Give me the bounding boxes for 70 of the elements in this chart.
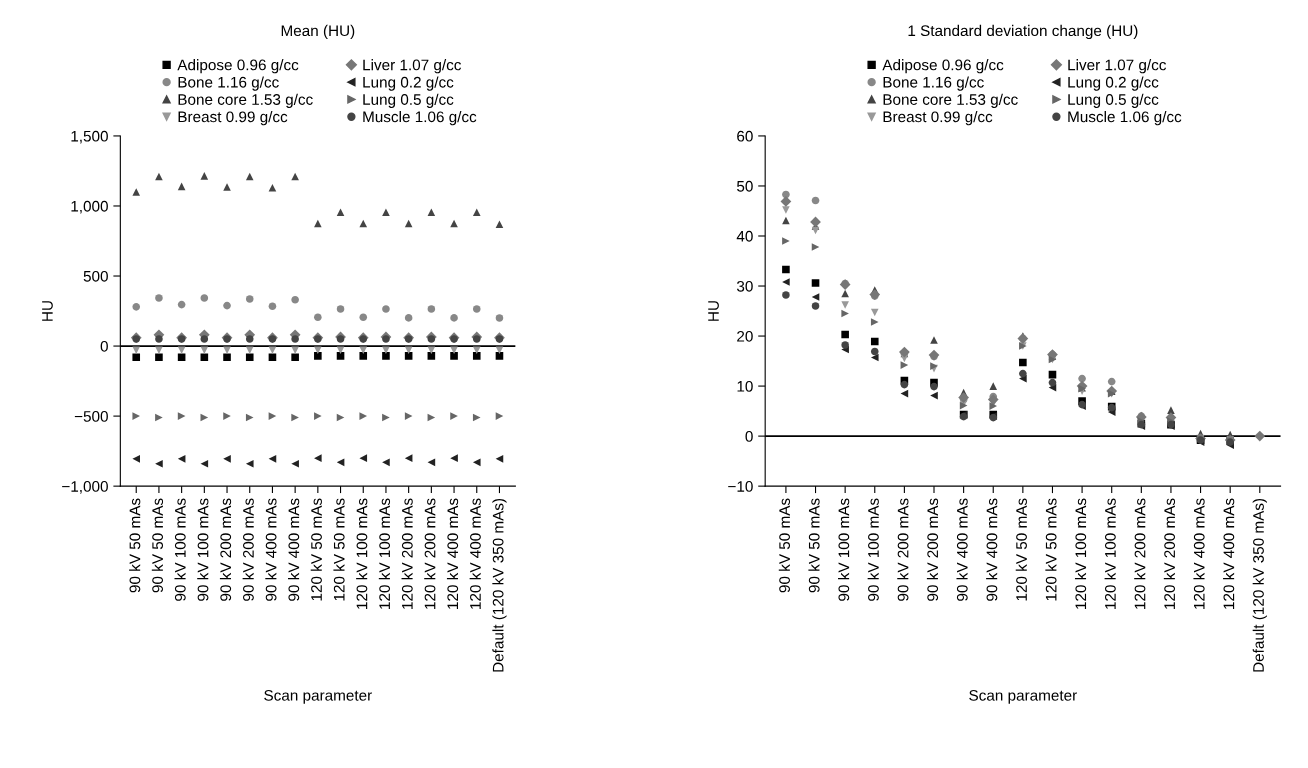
y-tick-label: 50 — [736, 180, 753, 192]
y-tick-label: 10 — [737, 380, 753, 392]
chart-title: 1 Standard deviation change (HU) — [908, 24, 1138, 40]
x-tick-label: 90 kV 100 mAs — [197, 498, 209, 601]
chart-title: Mean (HU) — [281, 24, 355, 40]
legend-label: Breast 0.99 g/cc — [178, 111, 288, 126]
y-axis-title: HU — [42, 301, 53, 321]
y-tick-label: −1,000 — [62, 481, 108, 494]
x-tick-label: 120 kV 50 mAs — [1015, 498, 1027, 601]
legend-label: Lung 0.5 g/cc — [363, 93, 454, 108]
legend-label: Muscle 1.06 g/cc — [1068, 111, 1182, 126]
x-tick-label: 90 kV 50 mAs — [808, 498, 820, 593]
y-tick-label: 0 — [100, 340, 108, 352]
x-tick-label: 90 kV 50 mAs — [151, 498, 164, 593]
y-tick-label: 30 — [736, 280, 753, 292]
x-tick-label: 90 kV 50 mAs — [778, 498, 791, 593]
y-tick-label: 40 — [736, 230, 753, 242]
x-axis-title: Scan parameter — [264, 689, 372, 704]
x-tick-label: 120 kV 50 mAs — [1045, 498, 1057, 601]
y-tick-label: 60 — [737, 130, 753, 142]
legend-label: Liver 1.07 g/cc — [363, 59, 462, 74]
x-tick-label: 90 kV 400 mAs — [956, 498, 968, 601]
x-tick-label: 120 kV 400 mAs — [446, 498, 459, 609]
x-tick-label: 120 kV 200 mAs — [1134, 498, 1146, 609]
x-tick-label: 90 kV 400 mAs — [986, 498, 998, 601]
x-tick-label: 120 kV 400 mAs — [1193, 498, 1205, 609]
legend-label: Bone core 1.53 g/cc — [178, 93, 313, 108]
y-tick-label: 1,000 — [71, 200, 108, 214]
x-tick-label: 120 kV 200 mAs — [424, 498, 436, 609]
legend-label: Adipose 0.96 g/cc — [882, 59, 1004, 74]
x-tick-label: 90 kV 50 mAs — [129, 498, 141, 593]
x-tick-label: 120 kV 200 mAs — [1163, 498, 1176, 609]
x-tick-label: 90 kV 400 mAs — [288, 498, 300, 601]
x-tick-label: 90 kV 200 mAs — [242, 498, 254, 601]
x-tick-label: 120 kV 100 mAs — [378, 498, 391, 609]
legend-label: Bone 1.16 g/cc — [883, 76, 984, 91]
legend-label: Bone 1.16 g/cc — [178, 76, 279, 91]
x-tick-label: 120 kV 200 mAs — [401, 498, 413, 609]
x-tick-label: 90 kV 100 mAs — [867, 498, 879, 601]
x-tick-label: 90 kV 100 mAs — [174, 498, 186, 601]
y-tick-label: 500 — [83, 270, 108, 282]
x-tick-label: Default (120 kV 350 mAs) — [1252, 498, 1267, 672]
legend-label: Muscle 1.06 g/cc — [363, 111, 477, 126]
legend-label: Lung 0.5 g/cc — [1068, 93, 1159, 108]
x-tick-label: 120 kV 100 mAs — [1074, 498, 1087, 609]
x-tick-label: 120 kV 100 mAs — [1104, 498, 1116, 609]
x-tick-label: 120 kV 400 mAs — [1223, 498, 1235, 609]
x-tick-label: 90 kV 200 mAs — [897, 498, 909, 601]
x-tick-label: 120 kV 50 mAs — [310, 498, 322, 601]
x-tick-label: 90 kV 400 mAs — [265, 498, 277, 601]
legend-label: Breast 0.99 g/cc — [883, 111, 993, 126]
x-tick-label: 120 kV 100 mAs — [356, 498, 368, 609]
x-tick-label: 90 kV 100 mAs — [838, 498, 850, 601]
x-tick-label: 90 kV 200 mAs — [219, 498, 232, 601]
legend-label: Adipose 0.96 g/cc — [177, 59, 299, 74]
y-tick-label: −500 — [74, 410, 108, 422]
x-tick-label: 120 kV 400 mAs — [469, 498, 481, 609]
x-axis-title: Scan parameter — [969, 689, 1077, 704]
legend-label: Bone core 1.53 g/cc — [883, 93, 1018, 108]
y-tick-label: 0 — [745, 430, 753, 442]
y-tick-label: 20 — [737, 330, 753, 342]
x-tick-label: 90 kV 200 mAs — [926, 498, 939, 601]
legend-label: Lung 0.2 g/cc — [1068, 76, 1159, 91]
x-tick-label: Default (120 kV 350 mAs) — [492, 498, 507, 672]
legend-label: Liver 1.07 g/cc — [1068, 59, 1167, 74]
y-tick-label: −10 — [728, 481, 753, 492]
y-tick-label: 1,500 — [71, 130, 108, 144]
legend-label: Lung 0.2 g/cc — [363, 76, 454, 91]
x-tick-label: 120 kV 50 mAs — [333, 498, 345, 601]
y-axis-title: HU — [708, 301, 719, 321]
